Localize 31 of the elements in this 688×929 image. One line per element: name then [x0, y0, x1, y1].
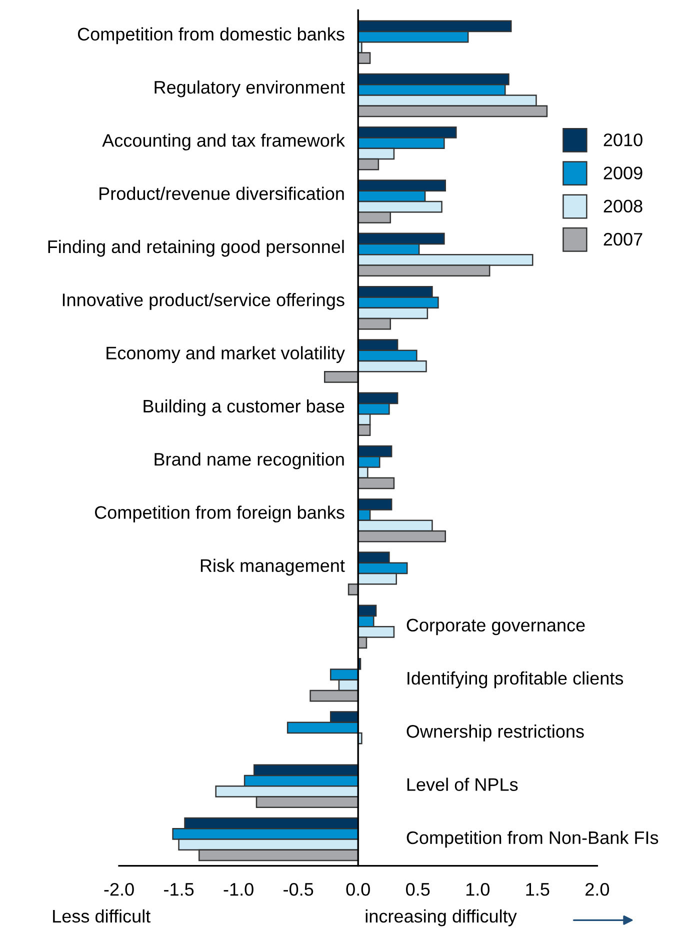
y-tick-label: Ownership restrictions	[406, 724, 584, 742]
y-tick-label: Regulatory environment	[154, 80, 345, 98]
y-tick-label: Product/revenue diversification	[100, 186, 344, 200]
x-tick-label: -1.0	[224, 882, 254, 896]
y-tick-label: Level of NPLs	[407, 778, 518, 791]
y-tick-label: Identifying profitable clients	[408, 671, 624, 688]
y-tick-label: Building a customer base	[144, 399, 344, 416]
x-tick-label: 0.5	[406, 882, 430, 896]
x-tick-label: 0.0	[346, 882, 370, 896]
x-tick-label: -1.5	[164, 883, 194, 896]
y-tick-label: Finding and retaining good personnel	[48, 240, 344, 257]
y-tick-label: Accounting and tax framework	[102, 134, 345, 150]
legend-label: 2010	[604, 134, 642, 146]
y-tick-label: Economy and market volatility	[106, 346, 345, 364]
y-tick-label: Competition from foreign banks	[95, 506, 344, 522]
legend-label: 2007	[604, 232, 642, 246]
x-tick-label: 1.5	[526, 883, 550, 896]
x-tick-label: 1.0	[466, 882, 490, 896]
y-tick-label: Competition from domestic banks	[78, 27, 344, 44]
legend-label: 2009	[604, 166, 642, 180]
y-tick-label: Brand name recognition	[154, 452, 344, 470]
y-tick-label: Competition from Non-Bank FIs	[406, 830, 658, 848]
x-tick-label: 2.0	[586, 882, 610, 896]
y-tick-label: Innovative product/service offerings	[62, 293, 344, 310]
x-tick-label: -0.5	[284, 882, 314, 896]
text: Less difficult	[53, 909, 150, 923]
y-tick-label: Risk management	[200, 558, 345, 576]
x-tick-label: -2.0	[104, 882, 134, 896]
y-tick-label: Corporate governance	[406, 618, 585, 636]
legend-label: 2008	[604, 200, 642, 213]
text: increasing difficulty	[366, 909, 517, 926]
